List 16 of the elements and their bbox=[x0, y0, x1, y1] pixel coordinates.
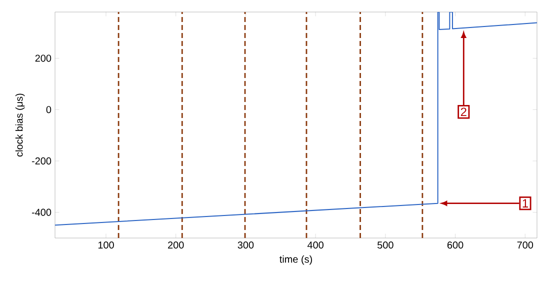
line-series bbox=[55, 12, 537, 226]
y-axis-title: clock bias (μs) bbox=[15, 94, 25, 157]
annotation: 1 bbox=[522, 199, 528, 208]
y-tick-label: 0 bbox=[46, 106, 52, 114]
x-tick-label: 200 bbox=[168, 242, 184, 249]
x-tick-label: 300 bbox=[238, 242, 254, 249]
x-tick-label: 500 bbox=[378, 242, 394, 249]
x-tick-label: 600 bbox=[447, 242, 464, 249]
x-tick-label: 700 bbox=[517, 242, 534, 249]
x-tick-label: 400 bbox=[307, 242, 324, 249]
x-tick-label: 100 bbox=[98, 242, 114, 249]
y-tick-label: -200 bbox=[32, 157, 52, 164]
y-tick-label: 200 bbox=[35, 54, 52, 62]
annotation: 2 bbox=[460, 108, 466, 116]
x-axis-title: time (s) bbox=[280, 255, 312, 265]
y-tick-label: -400 bbox=[32, 208, 52, 216]
